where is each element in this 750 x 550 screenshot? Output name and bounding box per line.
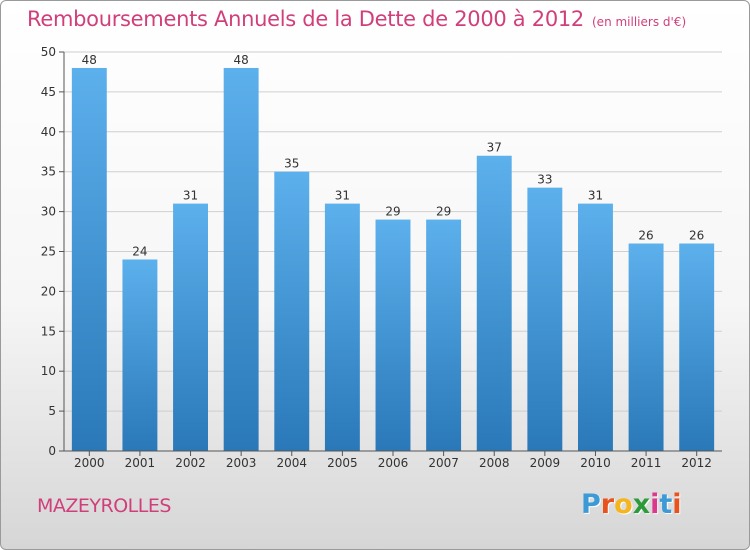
bar-2003 (223, 67, 259, 452)
x-tick-label: 2010 (580, 456, 611, 470)
x-tick-label: 2005 (327, 456, 358, 470)
commune-name: MAZEYROLLES (37, 495, 171, 517)
y-tick-label: 10 (41, 364, 56, 378)
x-tick-label: 2006 (378, 456, 409, 470)
bar-2002 (173, 203, 209, 451)
logo-letter: o (614, 489, 633, 520)
x-tick-label: 2008 (479, 456, 510, 470)
value-label: 31 (588, 189, 603, 203)
x-tick-label: 2004 (276, 456, 307, 470)
title-text: Remboursements Annuels de la Dette de 20… (27, 7, 584, 31)
value-label: 26 (638, 229, 653, 243)
proxiti-logo[interactable]: Proxiti (581, 489, 682, 520)
bar-2010 (577, 203, 613, 451)
logo-letter: i (650, 489, 660, 520)
x-tick-label: 2001 (125, 456, 156, 470)
bar-2006 (375, 219, 411, 451)
y-tick-label: 35 (41, 165, 56, 179)
logo-letter: x (632, 489, 651, 520)
y-tick-label: 5 (48, 404, 56, 418)
value-label: 48 (82, 53, 97, 67)
y-tick-label: 25 (41, 245, 56, 259)
y-tick-label: 0 (48, 444, 56, 458)
value-label: 48 (234, 53, 249, 67)
y-tick-label: 15 (41, 324, 56, 338)
y-axis-ticks: 0 5 10 15 20 25 30 35 40 45 50 (41, 45, 65, 458)
x-tick-label: 2009 (530, 456, 561, 470)
value-label: 37 (487, 141, 502, 155)
unit-label: (en milliers d'€) (592, 15, 687, 29)
bar-2000 (71, 67, 107, 452)
x-axis-ticks: 2000 2001 2002 2003 2004 2005 2006 2007 2008 2009… (64, 450, 722, 470)
x-tick-label: 2007 (428, 456, 459, 470)
value-label: 35 (284, 157, 299, 171)
bar-2012 (679, 243, 715, 451)
bar-2001 (122, 259, 158, 451)
y-tick-label: 45 (41, 85, 56, 99)
x-tick-label: 2003 (226, 456, 257, 470)
bar-2008 (476, 155, 512, 452)
chart-title: Remboursements Annuels de la Dette de 20… (27, 7, 686, 31)
bar-2009 (527, 187, 563, 451)
x-tick-label: 2011 (631, 456, 662, 470)
logo-letter: r (600, 489, 615, 520)
value-label: 31 (335, 189, 350, 203)
y-tick-label: 50 (41, 45, 56, 59)
y-tick-label: 20 (41, 284, 56, 298)
bar-2005 (324, 203, 360, 451)
y-tick-label: 40 (41, 125, 56, 139)
bar-2004 (274, 171, 310, 451)
value-label: 26 (689, 229, 704, 243)
logo-letter: i (672, 489, 682, 520)
value-label: 29 (385, 205, 400, 219)
value-label: 24 (132, 244, 147, 258)
value-label: 33 (537, 173, 552, 187)
logo-letter: t (659, 489, 673, 520)
y-tick-label: 30 (41, 205, 56, 219)
bar-2011 (628, 243, 664, 451)
x-tick-label: 2000 (74, 456, 105, 470)
bars: 48 24 31 48 35 31 29 29 37 33 31 26 26 (71, 53, 715, 452)
value-label: 29 (436, 205, 451, 219)
logo-letter: P (581, 489, 601, 520)
value-label: 31 (183, 189, 198, 203)
bar-2007 (426, 219, 462, 451)
x-tick-label: 2002 (175, 456, 206, 470)
x-tick-label: 2012 (681, 456, 712, 470)
